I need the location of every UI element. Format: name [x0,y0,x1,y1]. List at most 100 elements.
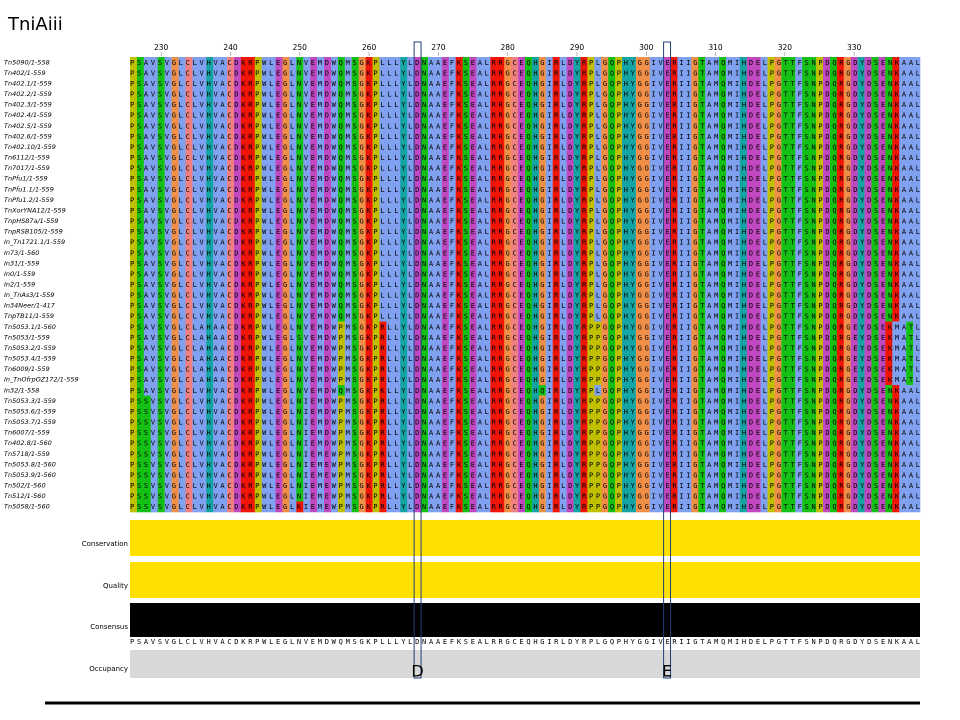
residue-cell [531,480,540,492]
residue-cell [774,395,782,407]
residue-cell [760,236,768,248]
residue-cell [414,416,422,428]
residue-cell [365,247,373,259]
residue-cell [670,152,678,164]
residue-cell [462,162,470,174]
residue-cell [275,332,283,343]
residue-cell [628,300,637,312]
residue-cell [227,152,235,164]
residue-cell [192,427,200,439]
residue-cell [275,385,283,396]
residue-cell [913,258,921,269]
residue-cell [469,332,477,343]
residue-cell [573,289,581,301]
residue-cell [698,215,706,227]
residue-cell [753,416,761,428]
residue-cell [753,310,761,322]
residue-cell [164,247,172,259]
residue-cell [206,448,214,460]
residue-cell [351,236,359,248]
residue-cell [892,427,900,439]
residue-cell [725,152,734,164]
residue-cell [427,141,436,153]
residue-cell [525,152,533,164]
residue-cell [337,268,346,280]
residue-cell [753,321,761,333]
residue-cell [469,490,477,502]
residue-cell [677,342,685,354]
residue-cell [649,88,657,100]
residue-cell [594,480,602,492]
residue-cell [892,162,900,174]
residue-cell [622,332,630,343]
residue-cell [663,152,671,164]
residue-cell [580,67,588,79]
residue-cell [317,459,325,470]
residue-cell [317,279,325,291]
residue-cell [379,183,387,195]
residue-cell [164,459,172,470]
residue-cell [462,416,470,428]
residue-cell [227,490,235,502]
residue-cell [289,99,297,111]
residue-cell [275,258,283,269]
residue-cell [330,152,339,164]
residue-cell [622,448,630,460]
residue-cell [580,279,588,291]
residue-cell [525,215,533,227]
residue-cell [282,205,290,217]
residue-cell [358,353,366,365]
residue-cell [303,300,311,312]
residue-cell [642,374,651,386]
residue-cell [379,459,387,470]
residue-cell [594,385,602,396]
residue-cell [552,258,560,269]
residue-cell [254,469,262,481]
residue-cell [518,131,526,142]
residue-cell [781,427,789,439]
residue-cell [337,99,346,111]
residue-cell [490,437,498,449]
residue-cell [213,78,221,90]
sequence-name: Tn6112/1-559 [4,154,50,162]
residue-cell [303,427,311,439]
residue-cell [649,152,657,164]
residue-cell [136,247,145,259]
residue-cell [649,406,657,418]
residue-cell [400,310,408,322]
residue-cell [850,363,858,375]
residue-cell [136,109,145,121]
residue-cell [767,109,775,121]
residue-cell [206,236,214,248]
residue-cell [254,501,262,513]
residue-cell [525,300,533,312]
residue-cell [594,374,602,386]
residue-cell [545,88,554,100]
residue-cell [795,268,803,280]
residue-cell [608,120,616,132]
residue-cell [296,194,304,206]
residue-cell [164,469,172,481]
residue-cell [670,321,678,333]
residue-cell [476,162,484,174]
residue-cell [233,469,242,481]
residue-cell [261,437,269,449]
residue-cell [310,385,318,396]
residue-cell [913,448,921,460]
residue-cell [192,448,200,460]
residue-cell [656,173,664,185]
residue-cell [809,183,817,195]
residue-cell [511,162,519,174]
residue-cell [351,480,359,492]
residue-cell [421,236,429,248]
residue-cell [233,236,242,248]
residue-cell [538,109,547,121]
residue-cell [358,120,366,132]
residue-cell [836,480,845,492]
sequence-name: TnPfu1.2/1-559 [4,196,54,204]
residue-cell [490,162,498,174]
residue-cell [233,490,242,502]
residue-cell [864,67,872,79]
residue-cell [469,406,477,418]
residue-cell [511,469,519,481]
